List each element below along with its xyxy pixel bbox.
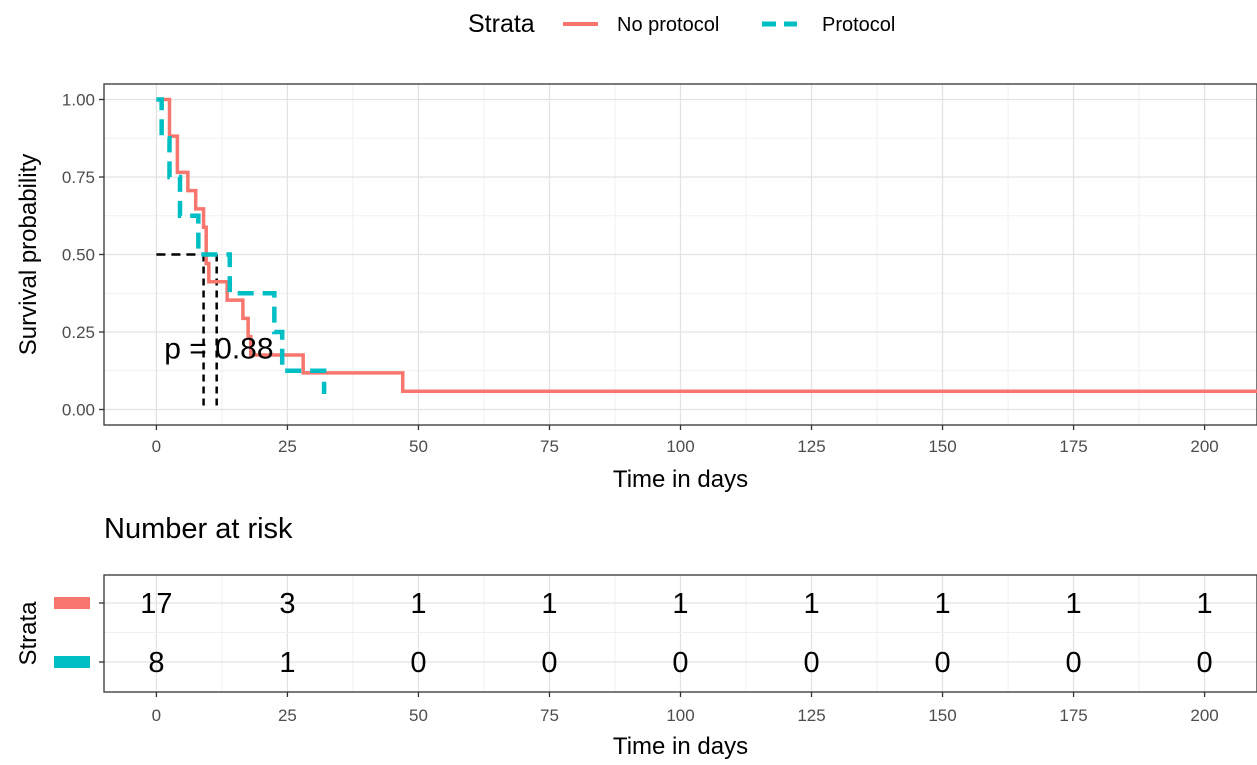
risk-count-cell: 1 — [1197, 588, 1213, 620]
strata-swatch-protocol — [54, 656, 90, 668]
x-tick-label: 100 — [666, 437, 694, 456]
strata-swatch-no-protocol — [54, 597, 90, 609]
survival-curve-no-protocol — [156, 97, 1257, 393]
risk-count-cell: 8 — [148, 647, 164, 679]
risk-count-cell: 1 — [803, 588, 819, 620]
risk-count-cell: 0 — [1065, 647, 1081, 679]
risk-count-cell: 1 — [934, 588, 950, 620]
y-tick-label: 0.25 — [62, 323, 95, 342]
y-axis-ticks: 0.00 0.25 0.50 0.75 1.00 — [62, 91, 104, 420]
risk-count-cell: 1 — [279, 647, 295, 679]
risk-count-cell: 1 — [1065, 588, 1081, 620]
survival-curves — [156, 97, 1257, 394]
legend-title: Strata — [468, 10, 535, 38]
survival-curve-protocol — [156, 97, 327, 394]
y-tick-label: 0.75 — [62, 168, 95, 187]
x-tick-label: 125 — [797, 437, 825, 456]
risk-count-cell: 0 — [803, 647, 819, 679]
risk-count-cell: 3 — [279, 588, 295, 620]
y-tick-label: 1.00 — [62, 91, 95, 110]
risk-count-cell: 0 — [672, 647, 688, 679]
risk-x-tick-label: 200 — [1190, 706, 1218, 725]
risk-x-tick-label: 0 — [152, 706, 161, 725]
risk-table-y-axis-label: Strata — [15, 601, 42, 666]
risk-table-strata-swatches — [54, 597, 104, 668]
y-tick-label: 0.50 — [62, 246, 95, 265]
survival-plot-grid — [104, 84, 1257, 425]
x-tick-label: 150 — [928, 437, 956, 456]
x-tick-label: 175 — [1059, 437, 1087, 456]
x-tick-label: 200 — [1190, 437, 1218, 456]
x-tick-label: 75 — [540, 437, 559, 456]
risk-count-cell: 0 — [1197, 647, 1213, 679]
x-tick-label: 25 — [278, 437, 297, 456]
risk-count-cell: 1 — [541, 588, 557, 620]
y-tick-label: 0.00 — [62, 401, 95, 420]
risk-table-x-axis-label: Time in days — [613, 733, 748, 760]
risk-count-cell: 0 — [934, 647, 950, 679]
legend-svg: Strata No protocol Protocol — [468, 10, 895, 38]
p-value-annotation: p = 0.88 — [164, 332, 273, 365]
risk-table-x-ticks: 0 25 50 75 100 125 150 175 200 — [152, 692, 1219, 725]
x-tick-label: 50 — [409, 437, 428, 456]
risk-count-cell: 0 — [541, 647, 557, 679]
risk-table: 17 3 1 1 1 1 1 1 18 1 0 0 0 0 0 0 0 0 25 50 75 100 125 150 175 2… — [15, 574, 1257, 760]
survival-plot: 0.00 0.25 0.50 0.75 1.00 0 25 50 75 100 125 150 175… — [15, 83, 1257, 493]
risk-x-tick-label: 150 — [928, 706, 956, 725]
risk-table-cells: 17 3 1 1 1 1 1 1 1 8 1 0 0 0 0 0 0 0 — [140, 588, 1212, 679]
risk-x-tick-label: 175 — [1059, 706, 1087, 725]
risk-count-cell: 17 — [140, 588, 172, 620]
y-axis-label: Survival probability — [15, 154, 42, 355]
x-axis-ticks: 0 25 50 75 100 125 150 175 200 — [152, 425, 1219, 456]
risk-table-grid — [104, 575, 1257, 692]
risk-x-tick-label: 100 — [666, 706, 694, 725]
risk-x-tick-label: 75 — [540, 706, 559, 725]
legend-label-no-protocol: No protocol — [617, 14, 719, 36]
legend-label-protocol: Protocol — [822, 14, 895, 36]
risk-x-tick-label: 25 — [278, 706, 297, 725]
risk-count-cell: 0 — [410, 647, 426, 679]
risk-x-tick-label: 125 — [797, 706, 825, 725]
x-tick-label: 0 — [152, 437, 161, 456]
risk-x-tick-label: 50 — [409, 706, 428, 725]
legend: Strata No protocol Protocol — [0, 6, 1257, 40]
risk-table-title: Number at risk — [104, 513, 293, 545]
risk-count-cell: 1 — [672, 588, 688, 620]
risk-count-cell: 1 — [410, 588, 426, 620]
x-axis-label: Time in days — [613, 466, 748, 493]
